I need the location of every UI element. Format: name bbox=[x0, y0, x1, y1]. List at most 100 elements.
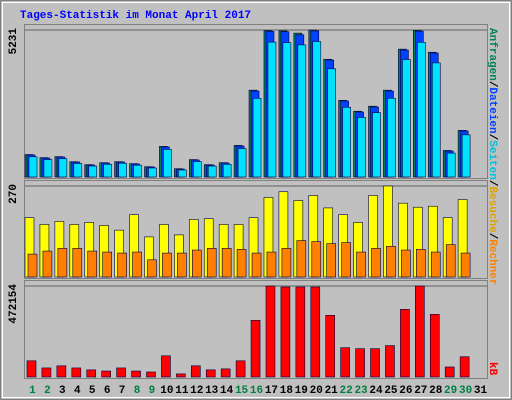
bar bbox=[325, 315, 336, 378]
x-tick-label: 23 bbox=[354, 385, 368, 397]
y-tick-label: 5231 bbox=[8, 28, 20, 55]
bar bbox=[341, 242, 351, 278]
bar bbox=[312, 41, 322, 178]
bar bbox=[327, 68, 337, 178]
legend-entry: Anfragen bbox=[486, 28, 498, 81]
bar bbox=[73, 163, 83, 178]
bar bbox=[177, 252, 187, 278]
bar bbox=[445, 244, 456, 278]
bar bbox=[252, 98, 262, 178]
bar bbox=[118, 162, 127, 178]
bar bbox=[206, 248, 217, 278]
bar bbox=[222, 164, 232, 178]
x-tick-label: 27 bbox=[414, 385, 427, 397]
bar bbox=[191, 249, 202, 278]
legend-separator: / bbox=[486, 134, 498, 141]
bar bbox=[133, 164, 142, 178]
x-tick-label: 30 bbox=[459, 385, 472, 397]
y-tick-label: 270 bbox=[8, 184, 20, 204]
bar bbox=[57, 248, 68, 278]
legend-separator: / bbox=[486, 233, 498, 240]
bar bbox=[176, 373, 186, 378]
bar bbox=[190, 365, 201, 378]
bar bbox=[401, 249, 411, 278]
bar bbox=[101, 370, 111, 378]
bar bbox=[430, 251, 441, 278]
bar bbox=[460, 252, 471, 278]
x-tick-label: 6 bbox=[104, 385, 111, 397]
bar bbox=[429, 314, 440, 378]
bar bbox=[251, 252, 262, 278]
bar bbox=[265, 285, 276, 378]
bar bbox=[237, 148, 247, 178]
bar bbox=[86, 369, 97, 378]
legend-entry: Besuche bbox=[486, 186, 498, 233]
x-tick-label: 20 bbox=[310, 385, 323, 397]
chart-title: Tages-Statistik im Monat April 2017 bbox=[20, 10, 251, 22]
x-tick-label: 11 bbox=[175, 385, 189, 397]
bar bbox=[207, 165, 217, 178]
x-tick-label: 12 bbox=[190, 385, 203, 397]
x-tick-label: 13 bbox=[205, 385, 219, 397]
bar bbox=[340, 347, 350, 378]
bar bbox=[71, 367, 82, 378]
bar bbox=[417, 42, 426, 178]
bar bbox=[148, 167, 157, 178]
x-tick-label: 19 bbox=[295, 385, 308, 397]
x-tick-label: 25 bbox=[384, 385, 398, 397]
x-tick-label: 21 bbox=[325, 385, 339, 397]
bar bbox=[43, 159, 53, 178]
bar bbox=[387, 98, 396, 178]
bar bbox=[192, 161, 202, 178]
bar bbox=[162, 252, 172, 278]
legend-separator: / bbox=[486, 180, 498, 187]
bar bbox=[282, 42, 292, 178]
x-tick-label: 9 bbox=[149, 385, 156, 397]
bar bbox=[236, 249, 247, 278]
bar bbox=[444, 366, 455, 378]
bar bbox=[147, 259, 157, 278]
bar bbox=[385, 345, 395, 378]
bar bbox=[220, 368, 231, 378]
legend-entry: kB bbox=[486, 362, 498, 376]
bar bbox=[26, 360, 37, 378]
bar bbox=[178, 169, 187, 178]
bar bbox=[27, 253, 38, 278]
bar bbox=[402, 59, 411, 178]
x-tick-label: 24 bbox=[369, 385, 383, 397]
bar bbox=[72, 248, 83, 278]
bar bbox=[87, 250, 98, 278]
bar bbox=[250, 320, 261, 378]
x-tick-label: 22 bbox=[340, 385, 353, 397]
bar bbox=[459, 356, 470, 378]
bar bbox=[416, 249, 426, 278]
x-tick-label: 17 bbox=[265, 385, 278, 397]
bar bbox=[400, 309, 410, 378]
y-tick-label: 472154 bbox=[8, 284, 20, 324]
x-tick-label: 31 bbox=[474, 385, 488, 397]
bar bbox=[161, 355, 171, 378]
bar bbox=[370, 348, 380, 378]
bar bbox=[132, 251, 142, 278]
bar bbox=[296, 240, 307, 278]
bar bbox=[295, 286, 306, 378]
bar bbox=[117, 252, 127, 278]
bar bbox=[357, 117, 366, 178]
bar bbox=[102, 251, 112, 278]
x-tick-label: 28 bbox=[429, 385, 443, 397]
bar bbox=[372, 112, 381, 178]
legend-entry: Dateien bbox=[486, 87, 498, 133]
bar bbox=[371, 248, 381, 278]
x-tick-label: 8 bbox=[134, 385, 141, 397]
legend: Anfragen/Dateien/Seiten/Besuche/Rechner bbox=[486, 28, 498, 286]
legend-separator: / bbox=[486, 81, 498, 88]
bar bbox=[235, 360, 246, 378]
x-tick-label: 14 bbox=[220, 385, 234, 397]
legend-entry: Rechner bbox=[486, 239, 498, 285]
bar bbox=[205, 369, 216, 378]
x-tick-label: 26 bbox=[399, 385, 412, 397]
bar bbox=[41, 367, 52, 378]
bar bbox=[356, 251, 366, 278]
